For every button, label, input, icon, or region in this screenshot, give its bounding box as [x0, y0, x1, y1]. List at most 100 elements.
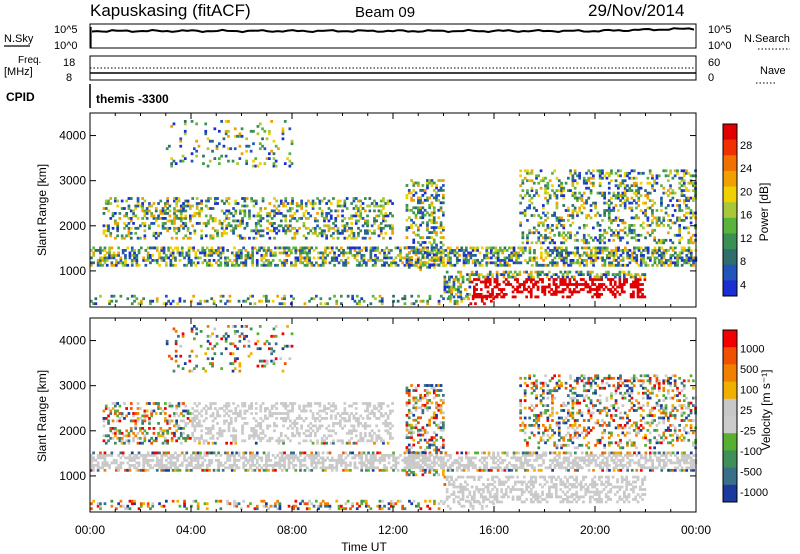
- heatmap-cell: [598, 241, 602, 245]
- heatmap-cell: [455, 459, 459, 462]
- heatmap-cell: [552, 283, 556, 286]
- heatmap-cell: [471, 246, 475, 250]
- heatmap-cell: [576, 231, 579, 235]
- heatmap-cell: [528, 259, 532, 262]
- heatmap-cell: [620, 285, 624, 289]
- heatmap-cell: [379, 229, 383, 233]
- heatmap-cell: [383, 263, 386, 267]
- heatmap-cell: [166, 199, 169, 203]
- heatmap-cell: [117, 466, 120, 470]
- heatmap-cell: [382, 219, 385, 223]
- heatmap-cell: [330, 256, 334, 260]
- heatmap-cell: [544, 238, 547, 242]
- heatmap-cell: [144, 249, 148, 252]
- heatmap-cell: [687, 189, 691, 192]
- heatmap-cell: [571, 176, 575, 180]
- heatmap-cell: [129, 197, 133, 200]
- heatmap-cell: [600, 273, 603, 276]
- heatmap-cell: [637, 189, 641, 192]
- heatmap-cell: [412, 241, 416, 244]
- heatmap-cell: [303, 256, 307, 260]
- heatmap-cell: [532, 231, 536, 235]
- heatmap-cell: [375, 214, 378, 218]
- heatmap-cell: [316, 197, 319, 200]
- heatmap-cell: [598, 184, 602, 188]
- heatmap-cell: [130, 261, 134, 265]
- heatmap-cell: [453, 299, 457, 303]
- heatmap-cell: [651, 228, 654, 232]
- heatmap-cell: [308, 249, 311, 252]
- heatmap-cell: [495, 280, 499, 284]
- heatmap-cell: [449, 294, 452, 298]
- heatmap-cell: [555, 189, 559, 192]
- heatmap-cell: [123, 226, 126, 230]
- heatmap-cell: [589, 254, 593, 257]
- heatmap-cell: [533, 468, 536, 472]
- heatmap-cell: [526, 468, 529, 472]
- heatmap-cell: [524, 459, 527, 462]
- heatmap-cell: [633, 246, 636, 250]
- heatmap-cell: [610, 233, 613, 237]
- heatmap-cell: [671, 176, 675, 180]
- heatmap-cell: [161, 207, 165, 210]
- heatmap-cell: [529, 278, 533, 281]
- heatmap-cell: [301, 249, 304, 252]
- heatmap-cell: [205, 454, 209, 457]
- heatmap-cell: [307, 226, 310, 230]
- heatmap-cell: [123, 417, 126, 420]
- heatmap-cell: [111, 214, 115, 218]
- heatmap-cell: [526, 233, 529, 237]
- heatmap-cell: [289, 207, 292, 210]
- heatmap-cell: [674, 246, 677, 250]
- heatmap-cell: [687, 251, 691, 255]
- heatmap-cell: [242, 261, 245, 265]
- heatmap-cell: [271, 468, 275, 472]
- heatmap-cell: [689, 459, 693, 462]
- heatmap-cell: [202, 154, 205, 158]
- heatmap-cell: [116, 224, 119, 228]
- heatmap-cell: [545, 285, 549, 289]
- heatmap-cell: [533, 459, 536, 462]
- heatmap-cell: [114, 197, 117, 200]
- heatmap-cell: [299, 459, 302, 462]
- heatmap-cell: [619, 451, 623, 455]
- heatmap-cell: [179, 139, 183, 143]
- heatmap-cell: [653, 256, 657, 260]
- heatmap-cell: [239, 234, 242, 238]
- heatmap-cell: [162, 464, 166, 467]
- heatmap-cell: [601, 251, 604, 255]
- heatmap-cell: [109, 231, 113, 235]
- heatmap-cell: [592, 226, 595, 230]
- heatmap-cell: [574, 461, 577, 465]
- heatmap-cell: [321, 466, 325, 470]
- heatmap-cell: [551, 461, 554, 465]
- heatmap-cell: [587, 233, 591, 237]
- heatmap-cell: [194, 456, 198, 460]
- heatmap-cell: [558, 456, 561, 460]
- heatmap-cell: [567, 251, 570, 255]
- heatmap-cell: [157, 202, 160, 205]
- heatmap-cell: [421, 216, 425, 220]
- heatmap-cell: [651, 176, 654, 180]
- heatmap-cell: [205, 451, 209, 455]
- heatmap-cell: [225, 231, 228, 235]
- heatmap-cell: [111, 431, 115, 435]
- heatmap-cell: [130, 263, 134, 267]
- heatmap-cell: [628, 459, 632, 462]
- heatmap-cell: [119, 456, 123, 460]
- heatmap-cell: [653, 454, 657, 457]
- heatmap-cell: [562, 236, 566, 240]
- heatmap-cell: [560, 233, 563, 237]
- heatmap-cell: [119, 466, 123, 470]
- heatmap-cell: [291, 214, 294, 218]
- heatmap-cell: [219, 261, 223, 265]
- heatmap-cell: [430, 203, 434, 207]
- heatmap-cell: [102, 409, 106, 413]
- heatmap-cell: [403, 461, 407, 465]
- heatmap-cell: [562, 263, 566, 267]
- heatmap-cell: [626, 263, 629, 267]
- heatmap-cell: [165, 459, 168, 462]
- heatmap-cell: [651, 209, 654, 212]
- heatmap-cell: [166, 197, 169, 200]
- heatmap-cell: [568, 283, 572, 286]
